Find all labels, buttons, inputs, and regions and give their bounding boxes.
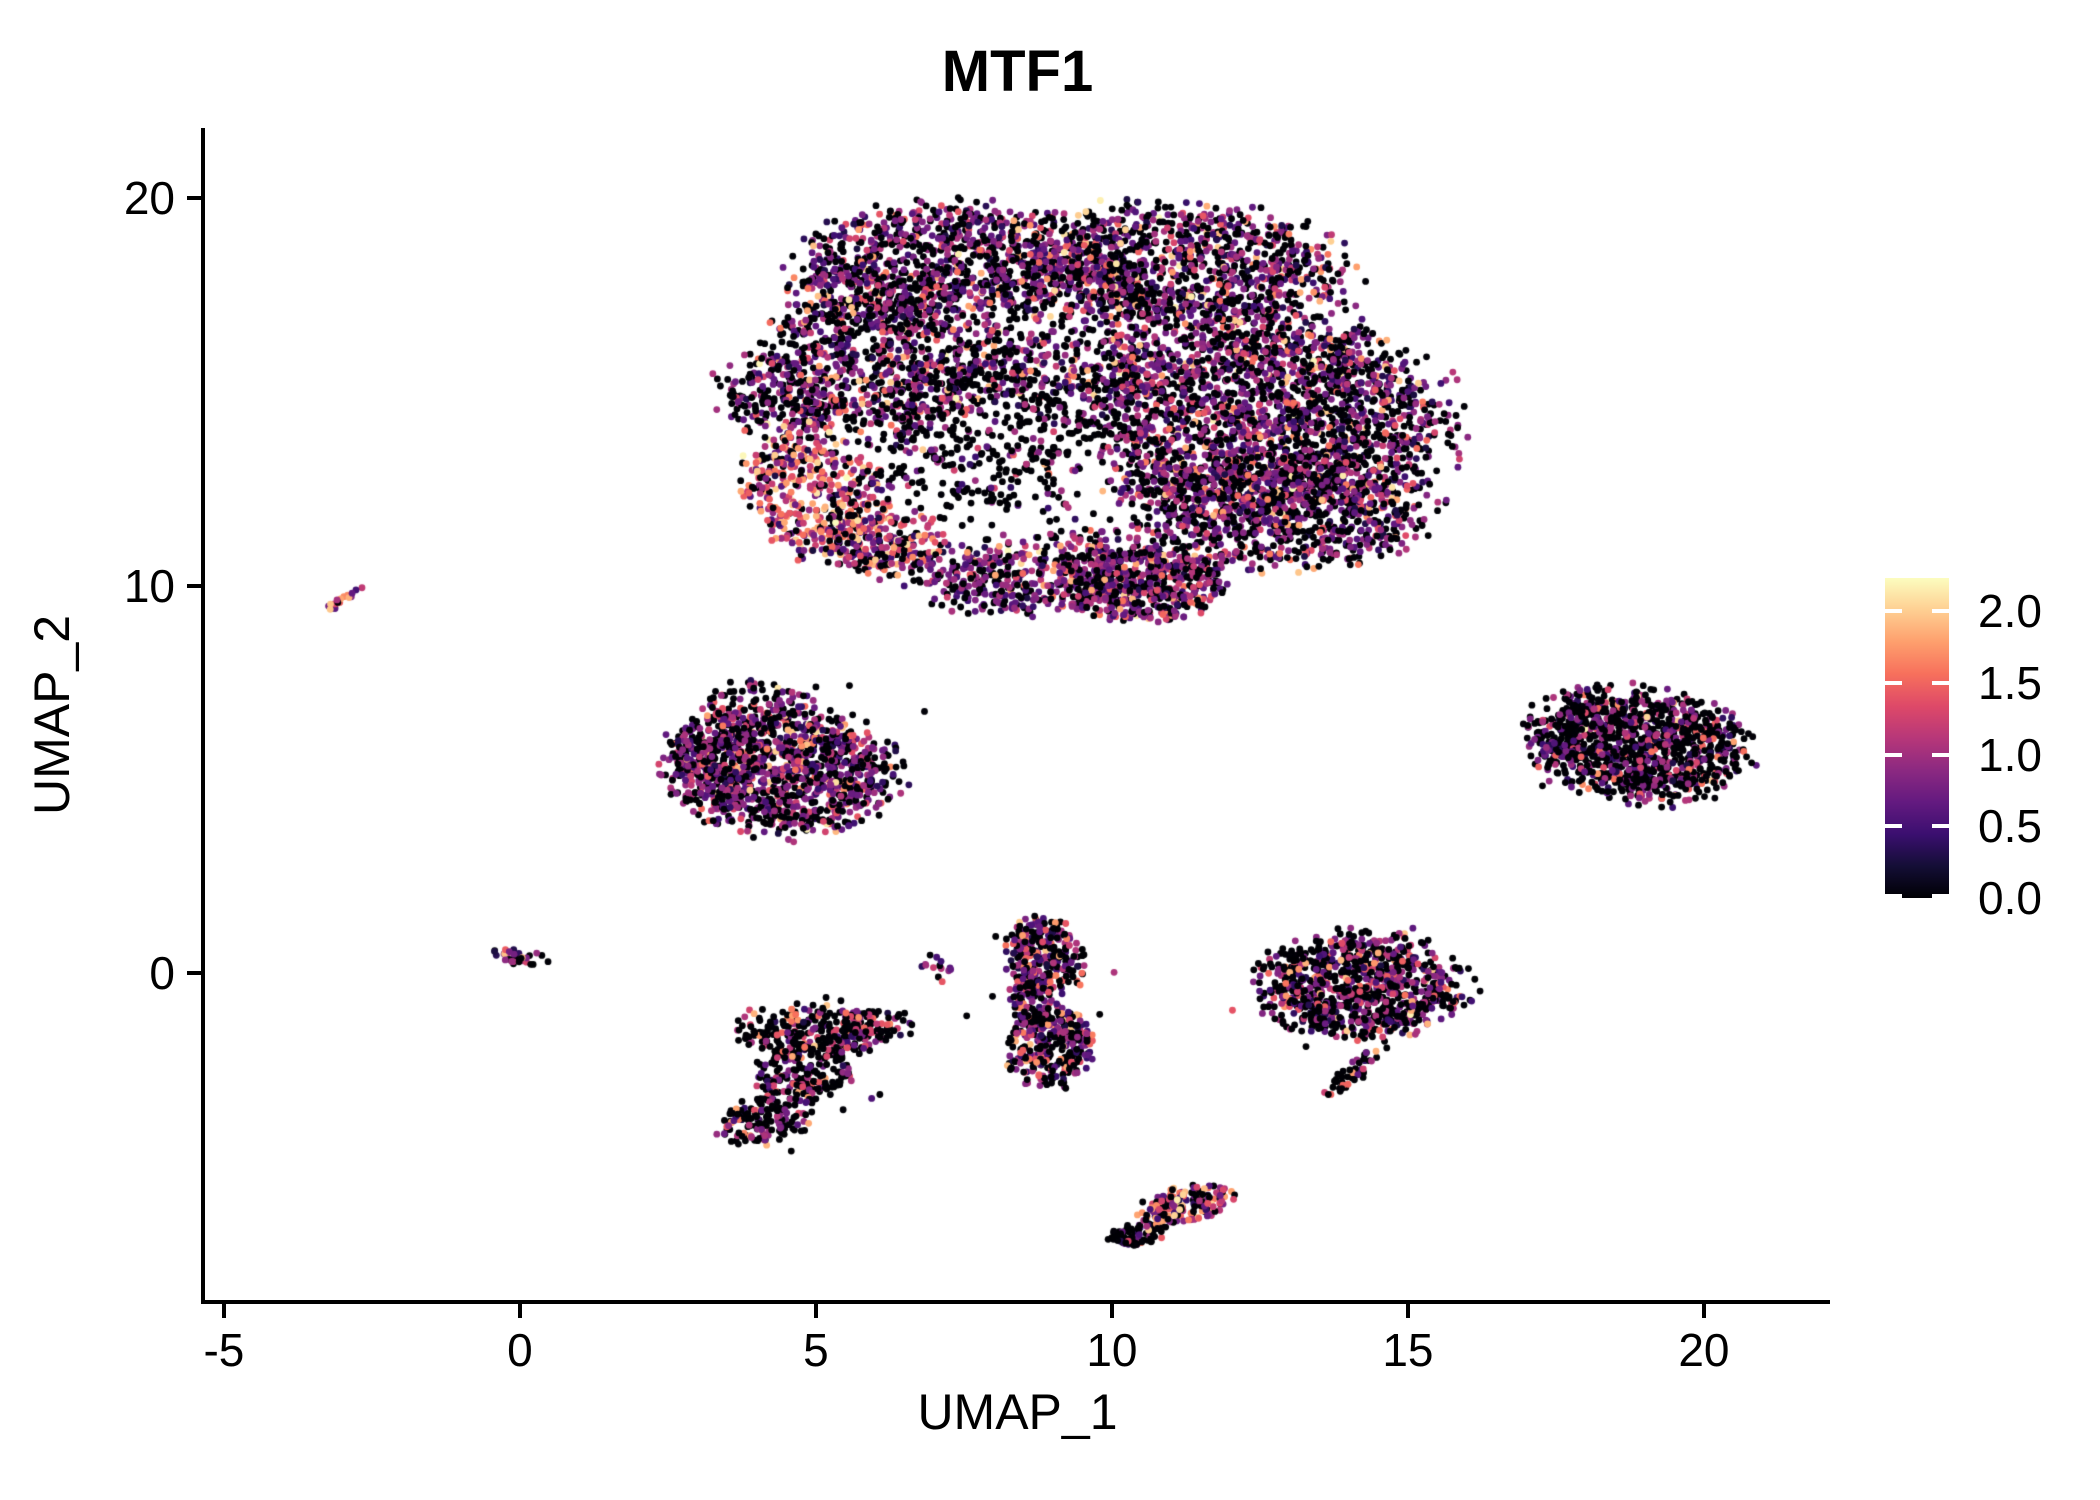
colorbar-tick-mark (1932, 752, 1949, 757)
x-tick-mark (1109, 1304, 1114, 1318)
x-tick-label: 10 (1086, 1324, 1138, 1376)
x-tick-mark (813, 1304, 818, 1318)
x-tick-mark (221, 1304, 226, 1318)
plot-title: MTF1 (941, 39, 1094, 104)
colorbar-tick-mark (1932, 609, 1949, 613)
x-tick-label: 20 (1678, 1324, 1730, 1376)
colorbar-gradient (1885, 578, 1949, 898)
y-axis-title: UMAP_2 (24, 614, 80, 816)
colorbar-tick-mark (1932, 894, 1949, 898)
y-tick-mark (187, 971, 201, 975)
y-tick-mark (187, 583, 201, 588)
colorbar-tick-mark (1932, 824, 1949, 829)
x-tick-mark (517, 1304, 522, 1318)
x-tick-label: 0 (507, 1324, 533, 1376)
y-tick-label: 10 (123, 559, 175, 612)
x-tick-label: 5 (803, 1324, 829, 1376)
x-tick-mark (1405, 1304, 1410, 1318)
colorbar-tick-mark (1885, 894, 1902, 898)
x-tick-mark (1701, 1304, 1706, 1318)
colorbar-tick-mark (1885, 680, 1902, 685)
x-axis-title: UMAP_1 (917, 1384, 1118, 1440)
colorbar-tick-label: 2.0 (1978, 585, 2042, 637)
x-tick-label: 15 (1382, 1324, 1434, 1376)
y-axis-line (201, 128, 205, 1304)
colorbar-tick-mark (1885, 824, 1902, 829)
colorbar-tick-label: 1.0 (1978, 728, 2042, 781)
colorbar-tick-mark (1932, 680, 1949, 685)
colorbar-tick-label: 0.5 (1978, 800, 2042, 853)
x-tick-label: -5 (203, 1324, 245, 1376)
y-tick-mark (187, 196, 201, 201)
y-tick-label: 0 (149, 947, 175, 999)
y-tick-label: 20 (123, 172, 175, 225)
colorbar-tick-mark (1885, 609, 1902, 613)
colorbar-tick-mark (1885, 752, 1902, 757)
colorbar-tick-label: 1.5 (1978, 656, 2042, 709)
colorbar-tick-label: 0.0 (1978, 872, 2042, 924)
x-axis-line (201, 1300, 1830, 1304)
